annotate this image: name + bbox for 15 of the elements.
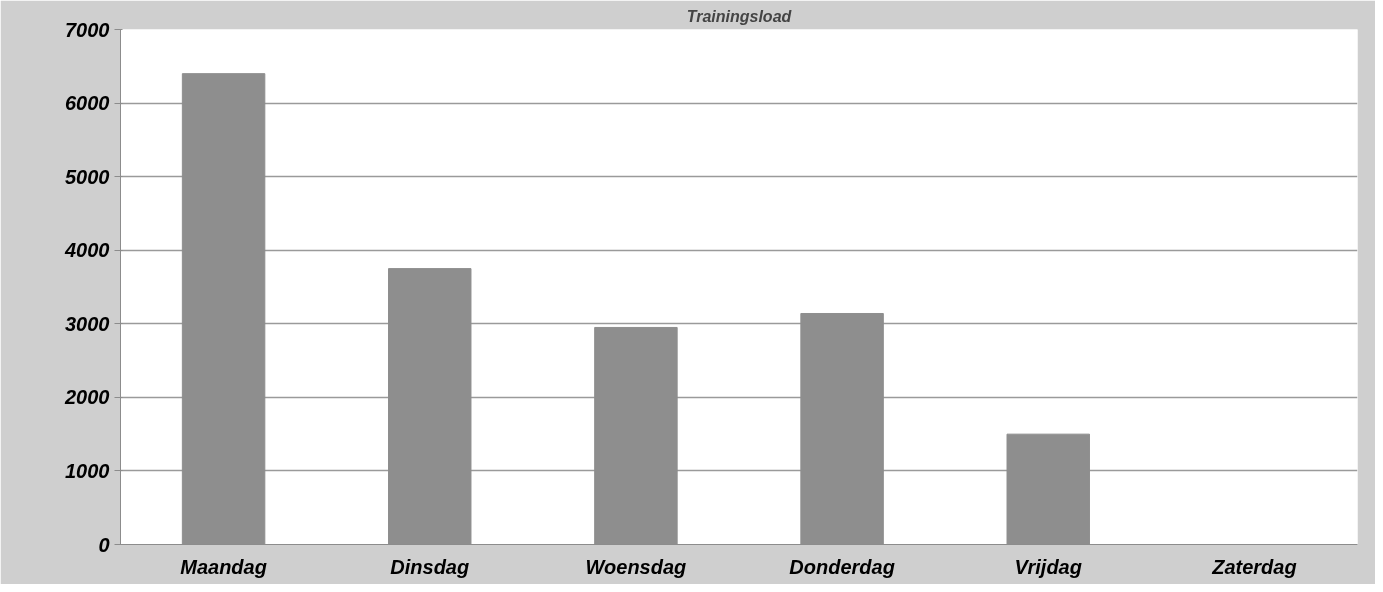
y-tick-label: 5000 (65, 165, 110, 188)
chart-title: Trainingsload (686, 7, 793, 25)
x-tick-label: Vrijdag (1014, 555, 1082, 578)
x-tick-label: Maandag (180, 555, 267, 578)
x-tick-label: Donderdag (789, 555, 895, 578)
y-tick-label: 4000 (64, 239, 110, 262)
x-tick-label: Zaterdag (1211, 555, 1297, 578)
y-tick-label: 2000 (64, 386, 110, 409)
x-tick-label: Dinsdag (390, 555, 470, 578)
x-tick-label: Woensdag (585, 555, 687, 578)
y-tick-label: 3000 (65, 312, 110, 335)
y-tick-label: 1000 (65, 459, 110, 482)
y-tick-label: 0 (98, 533, 110, 556)
y-tick-label: 7000 (65, 18, 110, 41)
y-tick-label: 6000 (65, 92, 110, 115)
